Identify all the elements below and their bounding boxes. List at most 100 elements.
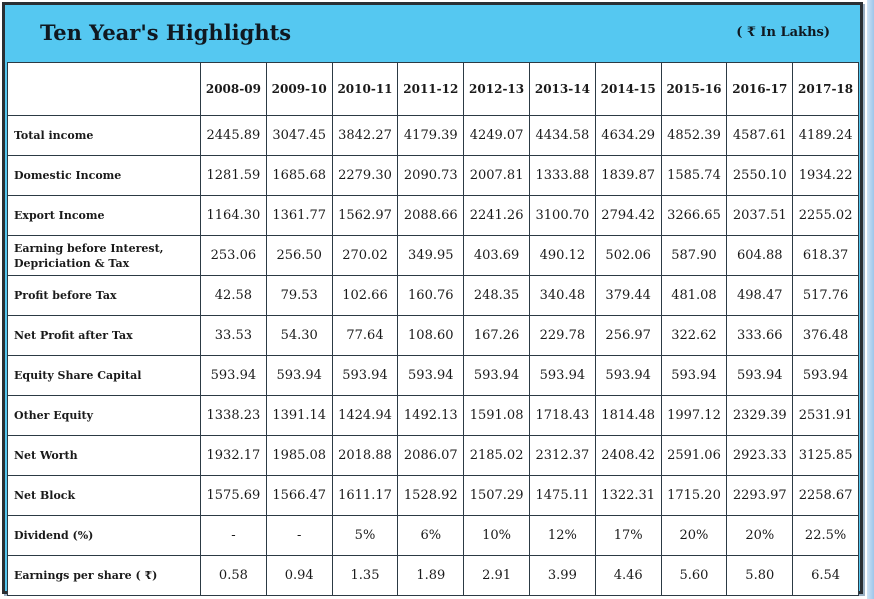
value-cell: 10% xyxy=(463,515,530,556)
value-cell: 12% xyxy=(528,515,596,556)
table-row: Earning before Interest, Depriciation & … xyxy=(7,235,859,276)
value-cell: 0.94 xyxy=(265,555,333,596)
value-cell: 1528.92 xyxy=(397,475,465,516)
value-cell: 2445.89 xyxy=(200,115,267,156)
value-cell: 4189.24 xyxy=(792,115,859,156)
value-cell: 3842.27 xyxy=(331,115,399,156)
value-cell: 593.94 xyxy=(660,355,728,396)
row-label: Net Block xyxy=(7,475,201,516)
value-cell: 379.44 xyxy=(594,275,662,316)
table-row: Domestic Income 1281.59 1685.68 2279.30 2090… xyxy=(7,155,859,196)
value-cell: 593.94 xyxy=(528,355,596,396)
value-cell: 20% xyxy=(726,515,794,556)
value-cell: 33.53 xyxy=(200,315,267,356)
table-row: Net Block 1575.69 1566.47 1611.17 1528.92 150… xyxy=(7,475,859,516)
value-cell: 1.89 xyxy=(397,555,465,596)
row-label: Dividend (%) xyxy=(7,515,201,556)
value-cell: 481.08 xyxy=(660,275,728,316)
title-bar: Ten Year's Highlights ( ₹ In Lakhs) xyxy=(5,5,860,59)
value-cell: 22.5% xyxy=(792,515,859,556)
value-cell: 1715.20 xyxy=(660,475,728,516)
value-cell: 1475.11 xyxy=(528,475,596,516)
table-row: Profit before Tax 42.58 79.53 102.66 160.76 2… xyxy=(7,275,859,316)
row-label: Total income xyxy=(7,115,201,156)
value-cell: 256.50 xyxy=(265,235,333,276)
value-cell: 1566.47 xyxy=(265,475,333,516)
value-cell: 4249.07 xyxy=(463,115,530,156)
value-cell: 2.91 xyxy=(463,555,530,596)
table-row: Total income 2445.89 3047.45 3842.27 4179.39… xyxy=(7,115,859,156)
table-row: Earnings per share ( ₹) 0.58 0.94 1.35 1.89 2… xyxy=(7,555,859,596)
value-cell: 5% xyxy=(331,515,399,556)
value-cell: 3125.85 xyxy=(792,435,859,476)
year-header: 2014-15 xyxy=(594,62,662,116)
table-body: Total income 2445.89 3047.45 3842.27 4179.39… xyxy=(7,115,859,596)
value-cell: 1322.31 xyxy=(594,475,662,516)
year-header: 2011-12 xyxy=(397,62,465,116)
value-cell: 1.35 xyxy=(331,555,399,596)
value-cell: 160.76 xyxy=(397,275,465,316)
value-cell: 1814.48 xyxy=(594,395,662,436)
table-row: Net Worth 1932.17 1985.08 2018.88 2086.07 218… xyxy=(7,435,859,476)
value-cell: 333.66 xyxy=(726,315,794,356)
value-cell: 2293.97 xyxy=(726,475,794,516)
value-cell: 322.62 xyxy=(660,315,728,356)
value-cell: 4587.61 xyxy=(726,115,794,156)
year-header: 2010-11 xyxy=(331,62,399,116)
value-cell: 54.30 xyxy=(265,315,333,356)
value-cell: 517.76 xyxy=(792,275,859,316)
row-label: Export Income xyxy=(7,195,201,236)
value-cell: 2090.73 xyxy=(397,155,465,196)
value-cell: 4179.39 xyxy=(397,115,465,156)
row-label: Domestic Income xyxy=(7,155,201,196)
value-cell: 2279.30 xyxy=(331,155,399,196)
value-cell: 2923.33 xyxy=(726,435,794,476)
value-cell: 17% xyxy=(594,515,662,556)
row-label: Net Profit after Tax xyxy=(7,315,201,356)
value-cell: 2531.91 xyxy=(792,395,859,436)
value-cell: 1997.12 xyxy=(660,395,728,436)
value-cell: 5.80 xyxy=(726,555,794,596)
value-cell: 270.02 xyxy=(331,235,399,276)
page-title: Ten Year's Highlights xyxy=(40,19,292,45)
value-cell: 498.47 xyxy=(726,275,794,316)
value-cell: 1985.08 xyxy=(265,435,333,476)
value-cell: 79.53 xyxy=(265,275,333,316)
value-cell: 593.94 xyxy=(331,355,399,396)
value-cell: 256.97 xyxy=(594,315,662,356)
value-cell: 1611.17 xyxy=(331,475,399,516)
row-label: Other Equity xyxy=(7,395,201,436)
value-cell: 2088.66 xyxy=(397,195,465,236)
value-cell: 403.69 xyxy=(463,235,530,276)
year-header: 2012-13 xyxy=(463,62,530,116)
value-cell: 4434.58 xyxy=(528,115,596,156)
highlights-table: 2008-09 2009-10 2010-11 2011-12 2012-13 … xyxy=(7,62,859,596)
value-cell: 587.90 xyxy=(660,235,728,276)
value-cell: 20% xyxy=(660,515,728,556)
value-cell: 2258.67 xyxy=(792,475,859,516)
row-label: Profit before Tax xyxy=(7,275,201,316)
value-cell: - xyxy=(265,515,333,556)
value-cell: 1281.59 xyxy=(200,155,267,196)
value-cell: 1424.94 xyxy=(331,395,399,436)
value-cell: 340.48 xyxy=(528,275,596,316)
value-cell: 502.06 xyxy=(594,235,662,276)
value-cell: 1934.22 xyxy=(792,155,859,196)
value-cell: 2007.81 xyxy=(463,155,530,196)
value-cell: 376.48 xyxy=(792,315,859,356)
value-cell: 1591.08 xyxy=(463,395,530,436)
value-cell: - xyxy=(200,515,267,556)
value-cell: 2018.88 xyxy=(331,435,399,476)
value-cell: 618.37 xyxy=(792,235,859,276)
value-cell: 4852.39 xyxy=(660,115,728,156)
year-header: 2016-17 xyxy=(726,62,794,116)
value-cell: 593.94 xyxy=(726,355,794,396)
table-row: Net Profit after Tax 33.53 54.30 77.64 108.6… xyxy=(7,315,859,356)
value-cell: 1164.30 xyxy=(200,195,267,236)
value-cell: 102.66 xyxy=(331,275,399,316)
value-cell: 229.78 xyxy=(528,315,596,356)
value-cell: 4.46 xyxy=(594,555,662,596)
value-cell: 593.94 xyxy=(397,355,465,396)
value-cell: 1492.13 xyxy=(397,395,465,436)
value-cell: 1507.29 xyxy=(463,475,530,516)
